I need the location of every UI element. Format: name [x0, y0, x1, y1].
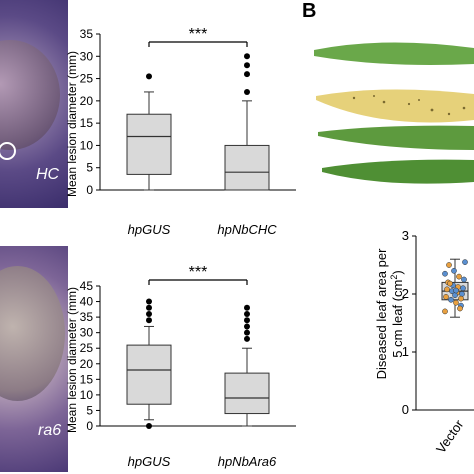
data-point — [460, 285, 466, 292]
leaf-photo-top: HC — [0, 0, 68, 208]
y-axis-label: Diseased leaf area per — [374, 248, 389, 379]
y-tick-label: 3 — [402, 228, 409, 243]
y-tick-label: 2 — [402, 286, 409, 301]
leaf-3 — [318, 125, 474, 150]
outlier-point — [244, 53, 250, 60]
y-axis-label-line2: 5 cm leaf (cm — [390, 280, 405, 358]
chart-lesion-chc: Mean lesion diameter (mm) 0 5 10 15 20 25 30 35… — [65, 26, 296, 237]
leaf-disc-top — [0, 40, 60, 150]
y-tick-label: 35 — [80, 27, 94, 41]
y-tick-label: 30 — [80, 326, 94, 340]
lesion-ring — [0, 142, 16, 160]
box-2 — [224, 304, 270, 427]
y-tick-label: 15 — [80, 116, 94, 130]
y-axis-label-2: 5 cm leaf (cm2) — [389, 270, 405, 357]
outlier-point — [244, 62, 250, 69]
outlier-point — [244, 317, 250, 324]
data-point — [447, 280, 453, 287]
y-axis-label-line1: Diseased leaf area per — [374, 248, 389, 379]
box-1 — [126, 73, 172, 191]
data-point — [453, 299, 459, 306]
y-tick-label: 25 — [80, 341, 94, 355]
photo-label-bottom: ra6 — [38, 422, 62, 439]
data-point — [457, 305, 463, 312]
data-point — [453, 287, 459, 294]
outlier-point — [244, 329, 250, 336]
box-body — [126, 113, 172, 175]
significance-stars: *** — [189, 26, 208, 43]
outlier-point — [146, 311, 152, 317]
box-body — [224, 144, 270, 191]
data-point — [448, 296, 454, 303]
y-tick-label: 30 — [80, 49, 94, 63]
y-tick-label: 5 — [86, 403, 93, 417]
category-label: hpNbCHC — [217, 222, 277, 237]
leaf-4 — [322, 159, 474, 184]
data-point — [446, 262, 452, 268]
y-axis-label: Mean lesion diameter (mm) — [65, 51, 79, 197]
outlier-point — [244, 311, 250, 317]
significance-stars: *** — [189, 264, 208, 281]
data-point — [459, 291, 465, 297]
data-point — [456, 273, 462, 280]
leaf-2 — [316, 89, 474, 123]
data-point — [461, 276, 467, 283]
y-tick-label: 10 — [80, 138, 94, 152]
data-point — [442, 308, 448, 315]
data-point — [458, 295, 464, 302]
y-tick-label: 20 — [80, 94, 94, 108]
y-tick-label: 0 — [86, 183, 93, 197]
outlier-point — [146, 423, 152, 429]
data-point — [462, 259, 468, 265]
outlier-point — [146, 73, 152, 80]
leaf-1 — [314, 42, 474, 65]
category-label: hpNbAra6 — [218, 454, 277, 469]
chart-diseased-area: Diseased leaf area per 5 cm leaf (cm2) 0… — [374, 228, 474, 456]
box-2 — [224, 53, 270, 191]
y-tick-label: 0 — [402, 402, 409, 417]
outlier-point — [244, 335, 250, 342]
outlier-point — [244, 88, 250, 95]
y-axis-label-close: ) — [390, 270, 405, 274]
y-tick-label: 45 — [80, 279, 94, 293]
outlier-point — [146, 317, 152, 324]
y-axis-label: Mean lesion diameter (mm) — [65, 287, 79, 433]
box-1 — [126, 298, 172, 429]
data-point — [451, 267, 457, 274]
y-tick-label: 35 — [80, 310, 94, 324]
outlier-point — [146, 304, 152, 311]
leaf-photo-bottom: ra6 — [0, 246, 68, 472]
category-label: Vector — [433, 417, 467, 456]
y-axis-label-sup: 2 — [389, 275, 399, 280]
y-tick-label: 20 — [80, 357, 94, 371]
leaf-disc-bottom — [0, 266, 65, 401]
leaf-2-spots — [352, 95, 466, 116]
photo-label-top: HC — [36, 166, 60, 183]
category-label: hpGUS — [128, 222, 171, 237]
y-tick-label: 15 — [80, 372, 94, 386]
category-label: hpGUS — [128, 454, 171, 469]
y-tick-label: 0 — [86, 419, 93, 433]
box-body — [126, 344, 172, 405]
data-point — [443, 294, 449, 300]
y-tick-label: 10 — [80, 388, 94, 402]
panel-letter-b: B — [302, 0, 317, 22]
y-tick-label: 25 — [80, 72, 94, 86]
data-point — [444, 286, 450, 293]
data-point — [442, 270, 448, 277]
y-tick-label: 1 — [402, 344, 409, 359]
wheat-leaves-photo — [314, 42, 474, 184]
outlier-point — [244, 323, 250, 330]
y-tick-label: 40 — [80, 295, 94, 309]
box-body — [224, 372, 270, 415]
outlier-point — [244, 304, 250, 311]
data-point — [452, 292, 458, 299]
outlier-point — [146, 298, 152, 305]
outlier-point — [244, 71, 250, 78]
y-tick-label: 5 — [86, 161, 93, 175]
